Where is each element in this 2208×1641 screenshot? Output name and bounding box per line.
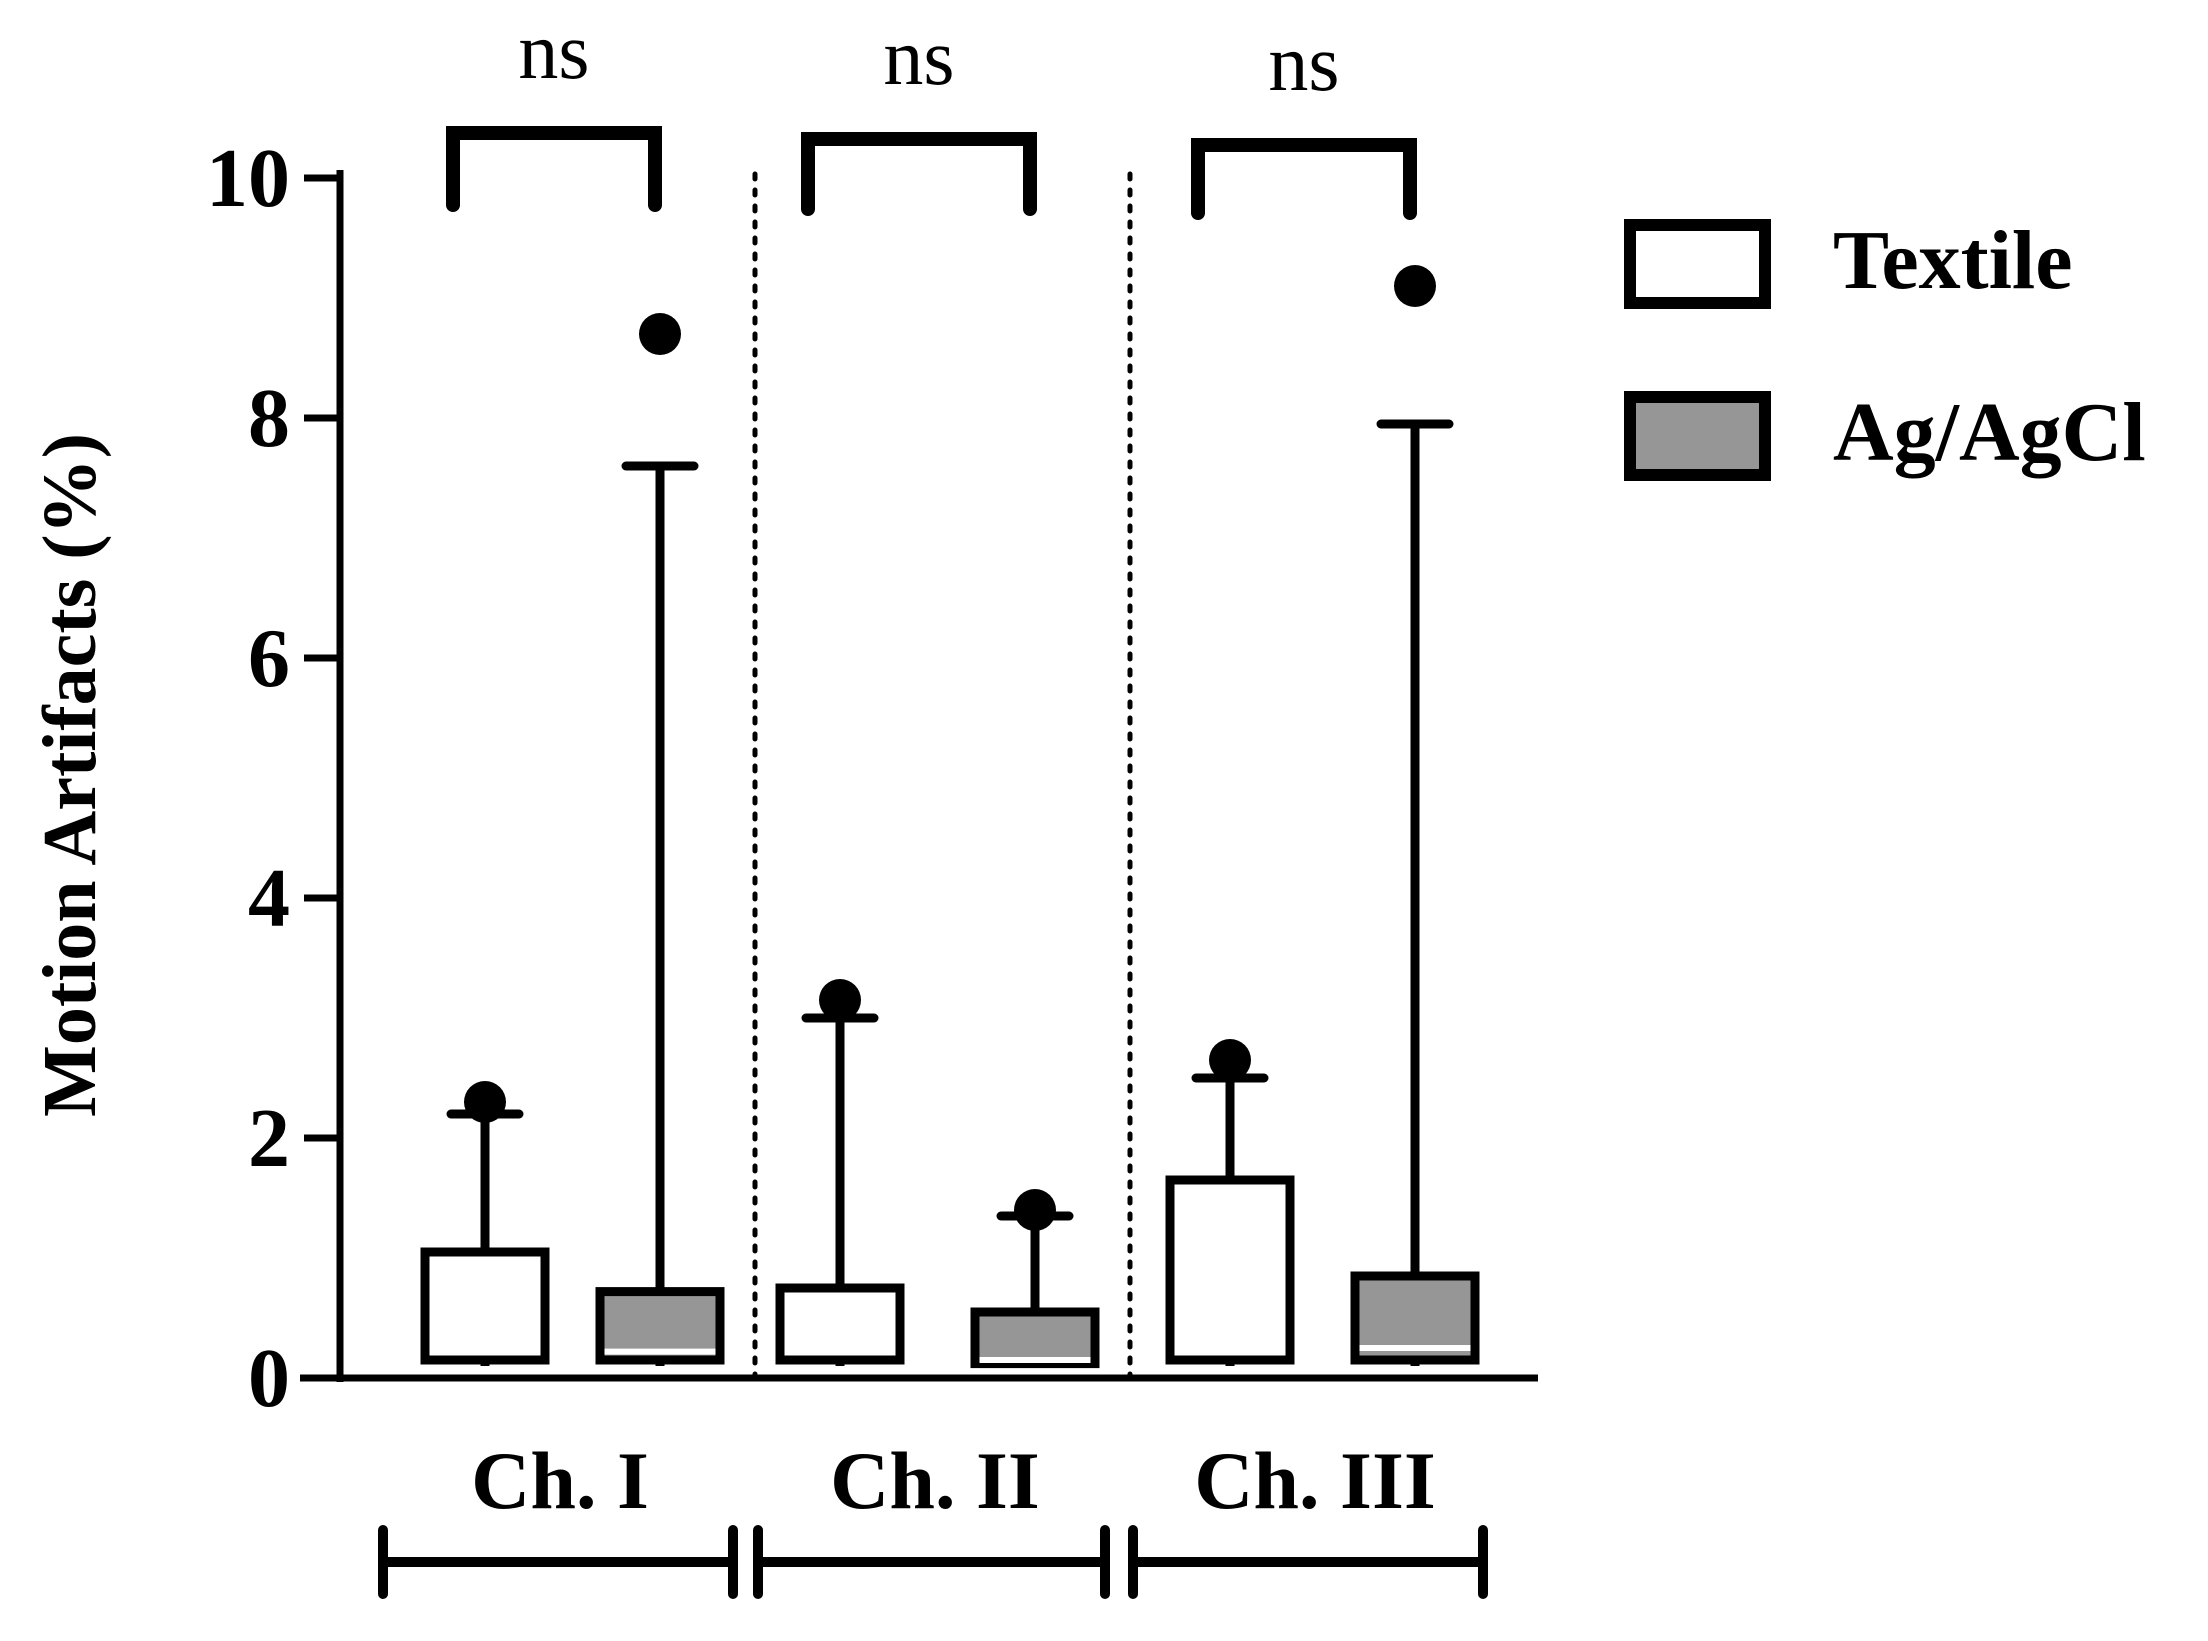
group-label-3: Ch. III [1194,1435,1436,1526]
box-textile-1 [420,1247,550,1365]
y-tick-label-0: 0 [248,1332,290,1425]
y-tick-label-8: 8 [248,372,290,465]
box-textile-3 [1165,1175,1295,1365]
significance-label-1: ns [518,8,589,96]
significance-bracket-1 [446,126,662,212]
outlier-textile-2-1 [819,979,861,1021]
group-label-2: Ch. II [830,1435,1040,1526]
box-agagcl-2 [970,1307,1100,1369]
significance-bracket-3 [1191,138,1417,220]
outlier-agagcl-2-1 [1014,1189,1056,1231]
group-label-1: Ch. I [471,1435,649,1526]
legend-label-textile: Textile [1833,214,2073,307]
plot-area: 0 2 4 6 8 10 ns ns ns Ch. I Ch. II Ch. III [206,8,1538,1599]
significance-label-2: ns [883,14,954,102]
outlier-agagcl-3-1 [1394,265,1436,307]
significance-label-3: ns [1268,20,1339,108]
y-tick-label-4: 4 [248,852,290,945]
legend: Textile Ag/AgCl [1624,214,2146,481]
legend-label-agagcl: Ag/AgCl [1833,386,2146,479]
significance-bracket-2 [801,132,1037,216]
y-tick-label-10: 10 [206,132,290,225]
box-textile-2 [775,1283,905,1365]
y-tick-label-2: 2 [248,1092,290,1185]
y-axis-label: Motion Artifacts (%) [28,433,112,1117]
outlier-textile-1-1 [464,1081,506,1123]
legend-swatch-agagcl [1624,391,1771,481]
legend-swatch-textile [1624,219,1771,309]
outlier-textile-3-1 [1209,1039,1251,1081]
outlier-agagcl-1-1 [639,313,681,355]
y-tick-label-6: 6 [248,612,290,705]
